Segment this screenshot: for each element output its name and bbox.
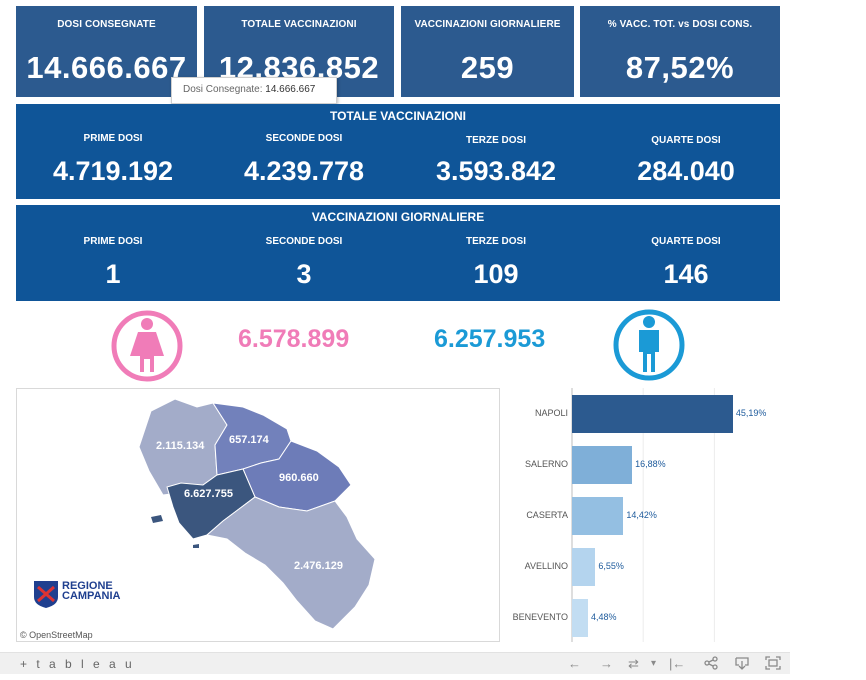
dose-label: TERZE DOSI xyxy=(465,236,526,247)
dose-value: 109 xyxy=(473,259,519,289)
undo-icon[interactable]: ← xyxy=(568,656,581,671)
region-capri xyxy=(193,544,199,548)
bar-category-label: CASERTA xyxy=(526,510,568,520)
bar-salerno[interactable] xyxy=(572,446,633,484)
totale-vaccinazioni-panel: TOTALE VACCINAZIONI PRIME DOSI 4.719.192… xyxy=(16,104,780,199)
giornaliere-terze-dosi[interactable]: TERZE DOSI 109 xyxy=(401,236,591,290)
map-attribution[interactable]: © OpenStreetMap xyxy=(20,630,93,640)
bar-category-label: AVELLINO xyxy=(524,561,568,571)
region-ischia xyxy=(151,515,163,523)
redo-icon[interactable]: → xyxy=(600,656,613,671)
totale-terze-dosi[interactable]: TERZE DOSI 3.593.842 xyxy=(401,135,591,187)
campania-map[interactable]: 2.115.134 657.174 960.660 6.627.755 2.47… xyxy=(16,388,500,642)
bar-caserta[interactable] xyxy=(572,497,624,535)
vaccinazioni-giornaliere-panel: VACCINAZIONI GIORNALIERE PRIME DOSI 1 SE… xyxy=(16,205,780,301)
map-label-salerno: 2.476.129 xyxy=(294,560,343,572)
kpi-dosi-consegnate[interactable]: DOSI CONSEGNATE 14.666.667 xyxy=(16,6,197,97)
dose-value: 146 xyxy=(663,259,709,289)
dose-value: 1 xyxy=(105,259,121,289)
totale-quarte-dosi[interactable]: QUARTE DOSI 284.040 xyxy=(591,135,781,187)
tableau-toolbar: + t a b l e a u ← → ⇄ ▾ |← xyxy=(0,652,790,674)
bar-value-label: 45,19% xyxy=(735,408,767,418)
download-icon[interactable] xyxy=(734,656,750,670)
map-label-benevento: 657.174 xyxy=(229,434,269,446)
revert-icon[interactable]: ⇄ xyxy=(628,656,639,671)
logo-shield xyxy=(34,581,58,608)
bar-category-label: NAPOLI xyxy=(534,408,568,418)
dose-label: PRIME DOSI xyxy=(83,236,143,247)
panel-title: VACCINAZIONI GIORNALIERE xyxy=(311,210,485,224)
chevron-down-icon[interactable]: ▾ xyxy=(651,658,657,669)
bar-benevento[interactable] xyxy=(572,599,588,637)
dose-label: PRIME DOSI xyxy=(83,133,143,144)
dose-label: SECONDE DOSI xyxy=(265,133,343,144)
bar-napoli[interactable] xyxy=(572,395,733,433)
revert-all-icon[interactable]: |← xyxy=(669,656,686,671)
dose-label: QUARTE DOSI xyxy=(651,236,721,247)
female-icon xyxy=(111,310,183,382)
male-count: 6.257.953 xyxy=(434,325,546,353)
dose-label: SECONDE DOSI xyxy=(265,236,343,247)
map-shapes xyxy=(138,398,376,630)
map-label-caserta: 2.115.134 xyxy=(156,440,205,452)
bar-value-label: 4,48% xyxy=(590,612,617,622)
logo-line-1: REGIONE xyxy=(62,580,113,592)
bar-value-label: 16,88% xyxy=(635,459,666,469)
dose-value: 4.719.192 xyxy=(52,156,174,186)
kpi-value: 87,52% xyxy=(625,50,735,85)
kpi-label: DOSI CONSEGNATE xyxy=(57,19,156,30)
giornaliere-seconde-dosi[interactable]: SECONDE DOSI 3 xyxy=(209,236,399,290)
kpi-vaccinazioni-giornaliere[interactable]: VACCINAZIONI GIORNALIERE 259 xyxy=(401,6,574,97)
totale-seconde-dosi[interactable]: SECONDE DOSI 4.239.778 xyxy=(209,133,399,187)
dose-value: 4.239.778 xyxy=(243,156,365,186)
female-count: 6.578.899 xyxy=(238,325,350,353)
tooltip-label: Dosi Consegnate: xyxy=(183,84,263,95)
giornaliere-quarte-dosi[interactable]: QUARTE DOSI 146 xyxy=(591,236,781,290)
bar-value-label: 14,42% xyxy=(626,510,657,520)
bar-value-label: 6,55% xyxy=(598,561,624,571)
share-icon[interactable] xyxy=(704,656,718,670)
map-label-napoli: 6.627.755 xyxy=(184,488,233,500)
bar-category-label: BENEVENTO xyxy=(512,612,568,622)
kpi-value: 259 xyxy=(460,50,515,85)
dose-label: QUARTE DOSI xyxy=(651,135,721,146)
province-bar-chart: NAPOLI 45,19% SALERNO 16,88% CASERTA 14,42% AV… xyxy=(500,388,790,642)
kpi-label: VACCINAZIONI GIORNALIERE xyxy=(414,19,561,30)
region-salerno xyxy=(205,496,376,630)
kpi-label: % VACC. TOT. vs DOSI CONS. xyxy=(607,19,753,30)
kpi-percentuale[interactable]: % VACC. TOT. vs DOSI CONS. 87,52% xyxy=(580,6,780,97)
bar-avellino[interactable] xyxy=(572,548,596,586)
dose-value: 3 xyxy=(296,259,312,289)
kpi-value: 14.666.667 xyxy=(26,50,187,85)
dose-label: TERZE DOSI xyxy=(465,135,526,146)
male-icon xyxy=(613,309,685,381)
logo-line-2: CAMPANIA xyxy=(62,590,121,602)
kpi-label: TOTALE VACCINAZIONI xyxy=(241,19,357,30)
giornaliere-prime-dosi[interactable]: PRIME DOSI 1 xyxy=(18,236,208,290)
map-label-avellino: 960.660 xyxy=(279,472,319,484)
panel-title: TOTALE VACCINAZIONI xyxy=(330,109,466,123)
dose-value: 3.593.842 xyxy=(435,156,557,186)
tooltip: Dosi Consegnate: 14.666.667 xyxy=(171,77,337,104)
dose-value: 284.040 xyxy=(637,156,735,186)
tooltip-value: 14.666.667 xyxy=(265,84,316,95)
totale-prime-dosi[interactable]: PRIME DOSI 4.719.192 xyxy=(18,133,208,187)
fullscreen-icon[interactable] xyxy=(765,656,781,670)
tableau-logo[interactable]: + t a b l e a u xyxy=(20,657,135,671)
bar-category-label: SALERNO xyxy=(524,459,568,469)
